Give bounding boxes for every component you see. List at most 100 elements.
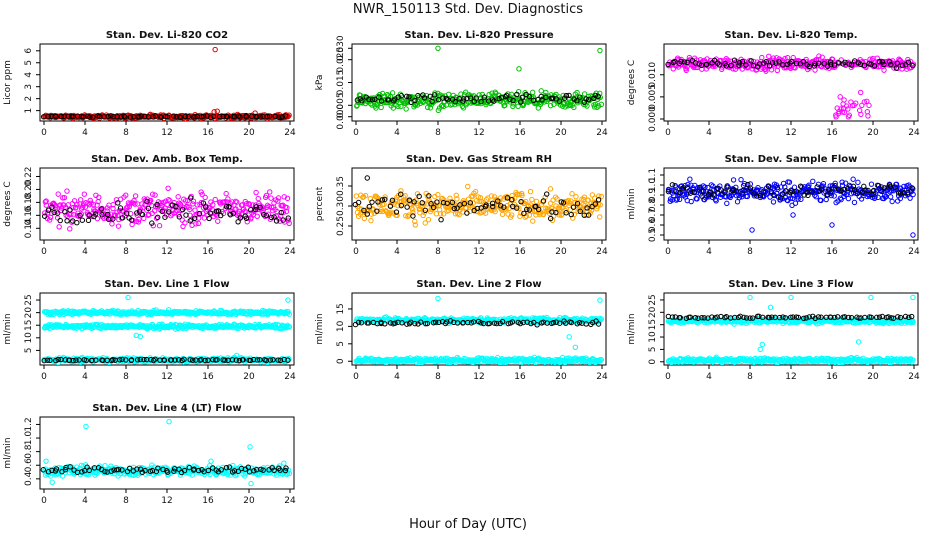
- data-point: [182, 198, 189, 204]
- data-point: [461, 200, 468, 207]
- data-point: [861, 183, 867, 190]
- plot-frame: [351, 292, 607, 366]
- data-point: [164, 201, 170, 208]
- y-tick-label: 1.0: [648, 178, 658, 193]
- data-point: [62, 209, 68, 215]
- data-point: [202, 357, 208, 364]
- data-point: [93, 357, 99, 363]
- data-point: [271, 214, 277, 220]
- data-point: [74, 202, 80, 208]
- data-point: [748, 58, 754, 64]
- data-point: [364, 211, 370, 217]
- data-point: [571, 211, 577, 218]
- data-point: [117, 205, 124, 211]
- data-point: [77, 212, 83, 219]
- data-point: [136, 209, 143, 215]
- data-point: [410, 213, 416, 219]
- data-point: [560, 92, 566, 99]
- data-point: [907, 195, 913, 201]
- data-point: [278, 213, 284, 219]
- data-point: [137, 356, 144, 363]
- data-point: [389, 90, 396, 96]
- data-point: [175, 357, 182, 363]
- data-point: [771, 192, 777, 199]
- data-point: [187, 218, 193, 224]
- data-point: [705, 184, 711, 191]
- data-point: [556, 320, 563, 326]
- outlier-point: [214, 108, 220, 114]
- data-point: [152, 192, 158, 198]
- data-point: [380, 208, 386, 215]
- data-point: [199, 191, 205, 198]
- data-point: [285, 308, 291, 315]
- x-tick-label: 0: [665, 247, 671, 257]
- data-point: [850, 176, 856, 182]
- data-point: [45, 113, 52, 120]
- data-point: [109, 221, 115, 227]
- data-point: [854, 190, 860, 197]
- x-tick-label: 4: [82, 247, 88, 257]
- data-point: [765, 183, 772, 190]
- x-tick-label: 12: [161, 247, 172, 257]
- data-point: [432, 90, 438, 96]
- data-point: [178, 202, 184, 208]
- data-point: [805, 192, 811, 199]
- data-point: [246, 201, 253, 208]
- data-point: [261, 211, 267, 218]
- x-tick-label: 20: [243, 128, 255, 138]
- data-point: [382, 194, 388, 200]
- data-point: [165, 197, 172, 203]
- data-point: [122, 114, 128, 120]
- data-point: [592, 201, 598, 207]
- data-point: [243, 215, 250, 221]
- data-point: [255, 195, 261, 202]
- data-point: [236, 357, 243, 364]
- data-point: [822, 186, 828, 192]
- x-tick-label: 12: [161, 128, 172, 138]
- data-point: [592, 101, 599, 108]
- data-point: [83, 357, 89, 364]
- y-tick-label: 0.030: [336, 35, 346, 61]
- y-axis-label: ml/min: [315, 313, 325, 344]
- data-point: [851, 199, 858, 206]
- data-point: [406, 94, 412, 100]
- data-point: [687, 176, 693, 182]
- panel-title: Stan. Dev. Li-820 Pressure: [404, 30, 554, 41]
- data-point: [494, 320, 500, 327]
- data-point: [598, 193, 605, 200]
- data-point: [700, 188, 707, 194]
- data-point: [894, 60, 900, 66]
- data-point: [858, 111, 864, 118]
- data-point: [687, 190, 694, 196]
- data-point: [435, 191, 441, 198]
- data-point: [824, 192, 830, 198]
- data-point: [58, 113, 65, 120]
- y-tick-label: 0.6: [648, 218, 658, 233]
- outlier-point: [125, 294, 131, 301]
- data-point: [554, 196, 560, 202]
- data-point: [665, 188, 672, 195]
- data-point: [832, 180, 838, 187]
- data-point: [443, 95, 450, 102]
- data-point: [286, 220, 292, 227]
- data-point: [41, 213, 48, 219]
- y-tick-label: 0.9: [648, 188, 658, 203]
- data-point: [42, 199, 49, 205]
- data-point: [45, 207, 52, 213]
- data-point: [901, 183, 907, 190]
- data-point: [776, 59, 782, 65]
- data-point: [871, 63, 878, 69]
- data-point: [49, 204, 55, 210]
- data-point: [389, 197, 396, 203]
- data-point: [744, 65, 751, 71]
- x-tick-label: 12: [473, 247, 484, 257]
- data-point: [816, 60, 822, 66]
- data-point: [185, 114, 192, 120]
- data-point: [378, 104, 384, 111]
- data-point: [547, 215, 554, 222]
- x-tick-label: 20: [867, 372, 879, 382]
- data-point: [773, 60, 779, 66]
- data-point: [588, 207, 595, 213]
- data-point: [905, 189, 911, 196]
